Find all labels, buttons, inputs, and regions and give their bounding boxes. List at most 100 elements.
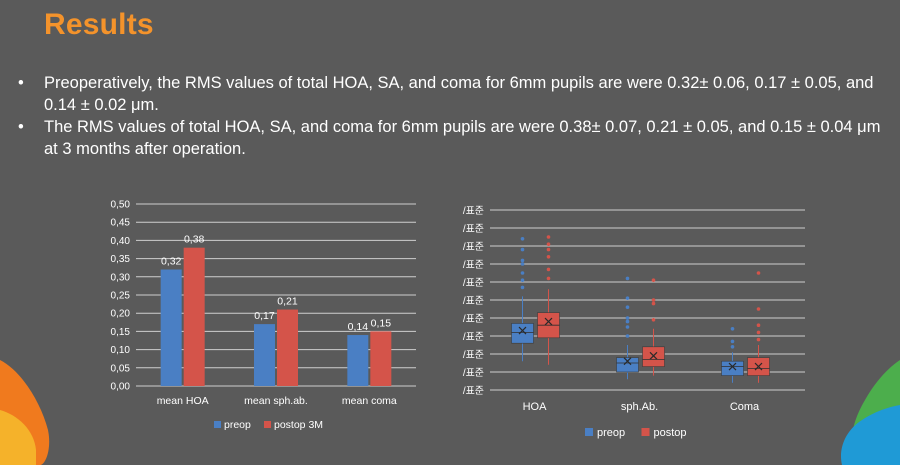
bullet-dot: • [18, 74, 24, 92]
outlier-point-postop [651, 298, 656, 302]
y-tick-label: /표준 [463, 277, 484, 289]
y-tick-label: 0,20 [111, 309, 131, 320]
outlier-point-postop [546, 247, 551, 252]
data-label: 0,38 [184, 234, 205, 246]
decorative-orange-shape [0, 360, 50, 465]
x-category-label: mean coma [342, 395, 397, 407]
bullet-item-preop: • Preoperatively, the RMS values of total… [18, 72, 898, 116]
outlier-point-preop [625, 325, 630, 329]
mean-marker-postop [649, 351, 658, 360]
data-label: 0,14 [348, 321, 369, 333]
outlier-point-preop [520, 278, 525, 282]
bar-postop-3m [277, 309, 298, 386]
legend-label: postop 3M [274, 419, 323, 431]
outlier-point-postop [546, 267, 551, 272]
box-preop [511, 323, 534, 344]
legend-label: postop [654, 427, 687, 439]
mean-marker-postop [754, 362, 763, 371]
y-tick-label: 0,10 [111, 345, 131, 356]
box-preop [616, 357, 639, 373]
y-tick-label: 0,45 [111, 218, 131, 229]
box-plot-svg: /표준/표준/표준/표준/표준/표준/표준/표준/표준/표준/표준 HOA sph.… [463, 205, 805, 439]
outlier-point-postop [756, 271, 761, 275]
y-tick-label: 0,15 [111, 327, 131, 338]
y-tick-label: /표준 [463, 241, 484, 253]
outlier-point-preop [730, 327, 735, 331]
data-label: 0,32 [161, 256, 182, 268]
y-tick-label: /표준 [463, 295, 484, 307]
y-tick-label: 0,00 [111, 382, 131, 393]
outlier-point-preop [625, 296, 630, 300]
bar-postop-3m [370, 331, 392, 386]
bullet-item-postop: • The RMS values of total HOA, SA, and co… [18, 116, 898, 160]
outlier-point-postop [546, 235, 551, 239]
outlier-point-preop [520, 285, 525, 290]
data-label: 0,17 [254, 310, 275, 322]
bar-preop [254, 324, 275, 386]
bullet-text-preop: Preoperatively, the RMS values of total … [44, 74, 874, 114]
outlier-point-preop [625, 276, 630, 281]
bullet-dot: • [18, 118, 24, 136]
y-tick-label: 0,40 [111, 236, 131, 247]
slide-title: Results [44, 8, 154, 41]
legend-swatch [641, 428, 650, 436]
outlier-point-preop [730, 339, 735, 344]
data-label: 0,21 [277, 296, 298, 308]
outlier-point-postop [651, 318, 656, 322]
x-category-label: mean HOA [157, 395, 209, 407]
outlier-point-postop [546, 276, 551, 281]
outlier-point-preop [730, 345, 735, 349]
y-tick-label: /표준 [463, 313, 484, 325]
outlier-point-preop [520, 271, 525, 275]
outlier-point-preop [625, 316, 630, 320]
y-tick-label: /표준 [463, 223, 484, 235]
results-bullet-list: • Preoperatively, the RMS values of total… [18, 72, 898, 160]
mean-marker-preop [728, 362, 737, 371]
legend-swatch [585, 428, 593, 436]
legend-label: preop [224, 419, 251, 431]
legend-swatch [264, 421, 271, 428]
y-tick-label: 0,30 [111, 272, 131, 283]
outlier-point-preop [520, 237, 525, 241]
x-category-label: mean sph.ab. [244, 395, 308, 407]
y-tick-label: /표준 [463, 349, 484, 361]
outlier-point-postop [546, 242, 551, 246]
outlier-point-postop [651, 278, 656, 282]
bar-chart-svg: 0,00 0,05 0,10 0,15 0,20 0,25 0,30 0,35 0,40 0,45… [111, 200, 416, 431]
box-plot-rms-distribution: /표준/표준/표준/표준/표준/표준/표준/표준/표준/표준/표준 HOA sph.… [445, 190, 810, 445]
x-category-label: HOA [523, 401, 548, 413]
x-category-label: sph.Ab. [621, 401, 658, 413]
y-tick-label: /표준 [463, 367, 484, 379]
legend-swatch [214, 421, 221, 428]
bar-preop [160, 269, 182, 386]
bar-postop-3m [183, 247, 205, 386]
outlier-point-postop [756, 337, 761, 342]
y-tick-label: /표준 [463, 205, 484, 217]
outlier-point-preop [625, 334, 630, 338]
outlier-point-postop [546, 255, 551, 259]
outlier-point-preop [520, 258, 525, 263]
box-preop [721, 360, 744, 376]
outlier-point-preop [625, 319, 630, 324]
decorative-green-blue-shape [840, 360, 900, 465]
bar-chart-rms-means: 0,00 0,05 0,10 0,15 0,20 0,25 0,30 0,35 0,40 0,45… [96, 190, 426, 440]
y-tick-label: /표준 [463, 385, 484, 397]
x-category-label: Coma [730, 401, 760, 413]
y-tick-label: /표준 [463, 331, 484, 343]
data-label: 0,15 [371, 317, 392, 329]
y-tick-label: 0,35 [111, 254, 131, 265]
mean-marker-preop [518, 326, 527, 335]
outlier-point-postop [756, 307, 761, 311]
outlier-point-preop [520, 262, 525, 266]
outlier-point-preop [520, 247, 525, 252]
y-tick-label: /표준 [463, 259, 484, 271]
mean-marker-preop [623, 357, 632, 366]
y-tick-label: 0,50 [111, 200, 131, 211]
outlier-point-postop [756, 323, 761, 327]
outlier-point-preop [625, 305, 630, 309]
outlier-point-postop [756, 330, 761, 335]
box-postop [642, 346, 665, 367]
y-tick-label: 0,25 [111, 291, 131, 302]
bullet-text-postop: The RMS values of total HOA, SA, and com… [44, 118, 881, 158]
outlier-point-postop [651, 301, 656, 306]
